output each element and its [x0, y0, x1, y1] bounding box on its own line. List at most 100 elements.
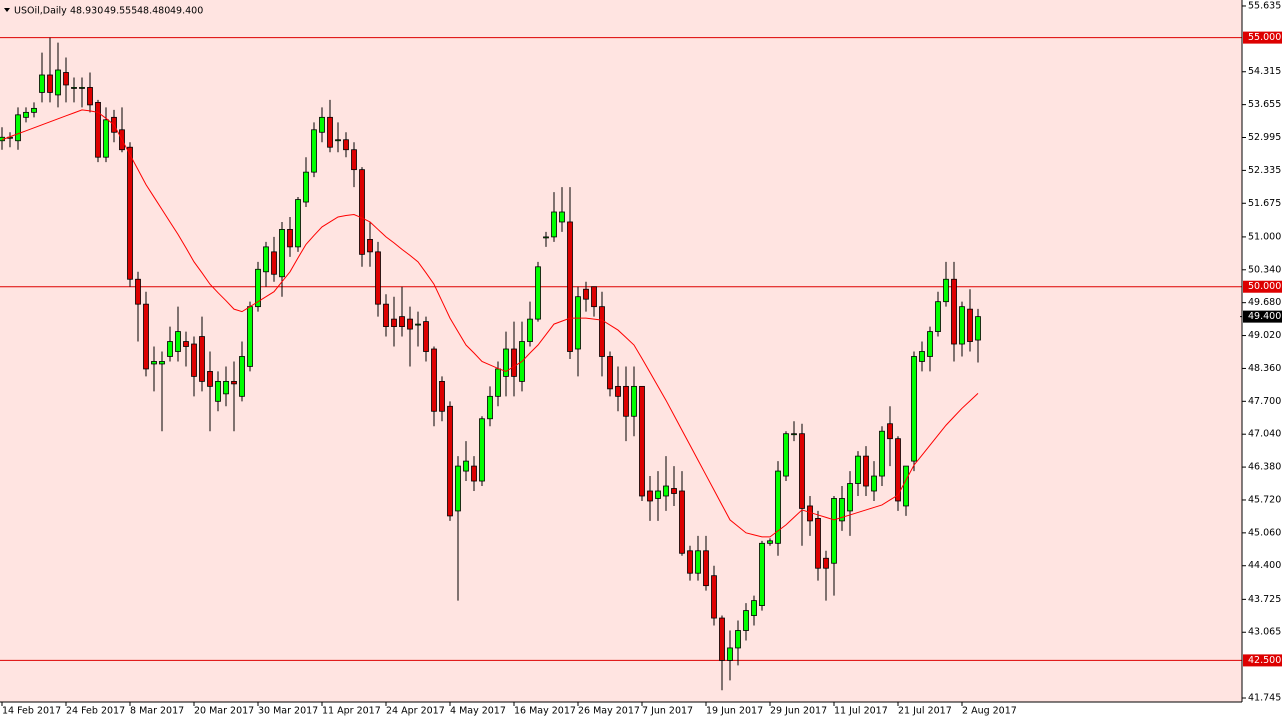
candle — [823, 550, 829, 601]
candle — [367, 221, 373, 267]
level-label: 42.500 — [1248, 655, 1281, 666]
candle — [95, 99, 101, 163]
candle — [743, 603, 749, 641]
candle-body — [663, 485, 669, 497]
candle-body — [487, 395, 493, 420]
candle-body — [679, 490, 685, 554]
candle-body — [383, 303, 389, 327]
candle-body — [535, 266, 541, 320]
candle-body — [295, 199, 301, 248]
candle — [23, 107, 29, 123]
candle-body — [919, 351, 925, 362]
candle-body — [647, 490, 653, 502]
candle-body — [207, 371, 213, 387]
candle-body — [159, 361, 165, 365]
candle — [527, 301, 533, 347]
candle-body — [439, 380, 445, 412]
y-tick-label: 50.340 — [1248, 264, 1281, 275]
candle — [831, 495, 837, 596]
y-tick-label: 43.725 — [1248, 594, 1281, 605]
candle-body — [71, 87, 77, 89]
candle — [551, 192, 557, 242]
candle-body — [695, 550, 701, 574]
candle — [63, 57, 69, 103]
candle — [959, 301, 965, 357]
candle-body — [63, 72, 69, 86]
candle — [607, 351, 613, 397]
candle-body — [343, 139, 349, 151]
candle-body — [79, 87, 85, 89]
candle — [655, 471, 661, 521]
candle — [711, 565, 717, 626]
candle-body — [407, 318, 413, 330]
candle-body — [335, 139, 341, 142]
candle-body — [823, 557, 829, 569]
candle — [599, 291, 605, 377]
candle-body — [287, 229, 293, 248]
candle-body — [751, 600, 757, 616]
candle-body — [15, 114, 21, 142]
candle-body — [175, 331, 181, 352]
candle-body — [263, 246, 269, 273]
candle — [311, 122, 317, 178]
candle — [135, 271, 141, 342]
candle — [583, 281, 589, 312]
candle-body — [167, 341, 173, 357]
candle — [903, 465, 909, 516]
candle — [87, 72, 93, 113]
candle-body — [791, 433, 797, 436]
candle — [351, 142, 357, 188]
y-tick-label: 52.995 — [1248, 132, 1281, 143]
candle — [695, 535, 701, 581]
candle-body — [271, 251, 277, 275]
candle-body — [687, 550, 693, 574]
candle-body — [863, 455, 869, 487]
candle — [615, 366, 621, 412]
candle-body — [775, 470, 781, 544]
candle — [663, 456, 669, 511]
candle — [279, 221, 285, 297]
candle — [855, 451, 861, 496]
candle-body — [959, 306, 965, 345]
menu-arrow[interactable] — [4, 8, 10, 12]
candle-body — [399, 316, 405, 327]
candle-body — [623, 385, 629, 417]
candle — [375, 241, 381, 317]
candle — [151, 346, 157, 392]
candle — [231, 361, 237, 432]
candle-body — [911, 356, 917, 462]
candle-body — [895, 438, 901, 502]
candle-body — [927, 331, 933, 357]
x-tick-label: 11 Apr 2017 — [322, 706, 381, 717]
candle-body — [23, 111, 29, 118]
candle — [383, 294, 389, 337]
candle — [879, 426, 885, 487]
candle-body — [239, 356, 245, 397]
y-tick-label: 49.680 — [1248, 297, 1281, 308]
candle — [911, 351, 917, 472]
candle-body — [151, 361, 157, 365]
candle-body — [183, 341, 189, 347]
candle — [183, 331, 189, 367]
candle-body — [231, 380, 237, 385]
candle-body — [559, 211, 565, 223]
y-tick-label: 44.400 — [1248, 560, 1281, 571]
candle — [431, 346, 437, 427]
ohlc-close: 49.400 — [170, 6, 203, 17]
candle — [767, 538, 773, 546]
candle-body — [511, 348, 517, 377]
candle-body — [319, 116, 325, 133]
x-tick-label: 20 Mar 2017 — [194, 706, 254, 717]
x-tick-label: 7 Jun 2017 — [642, 706, 693, 717]
candle — [927, 326, 933, 372]
candle — [639, 385, 645, 501]
x-tick-label: 2 Aug 2017 — [962, 706, 1017, 717]
candle — [751, 595, 757, 626]
candle-body — [735, 630, 741, 649]
candle — [215, 371, 221, 412]
level-label: 50.000 — [1248, 281, 1281, 292]
x-tick-label: 26 May 2017 — [578, 706, 640, 717]
candle-body — [375, 251, 381, 305]
candle-body — [279, 229, 285, 278]
